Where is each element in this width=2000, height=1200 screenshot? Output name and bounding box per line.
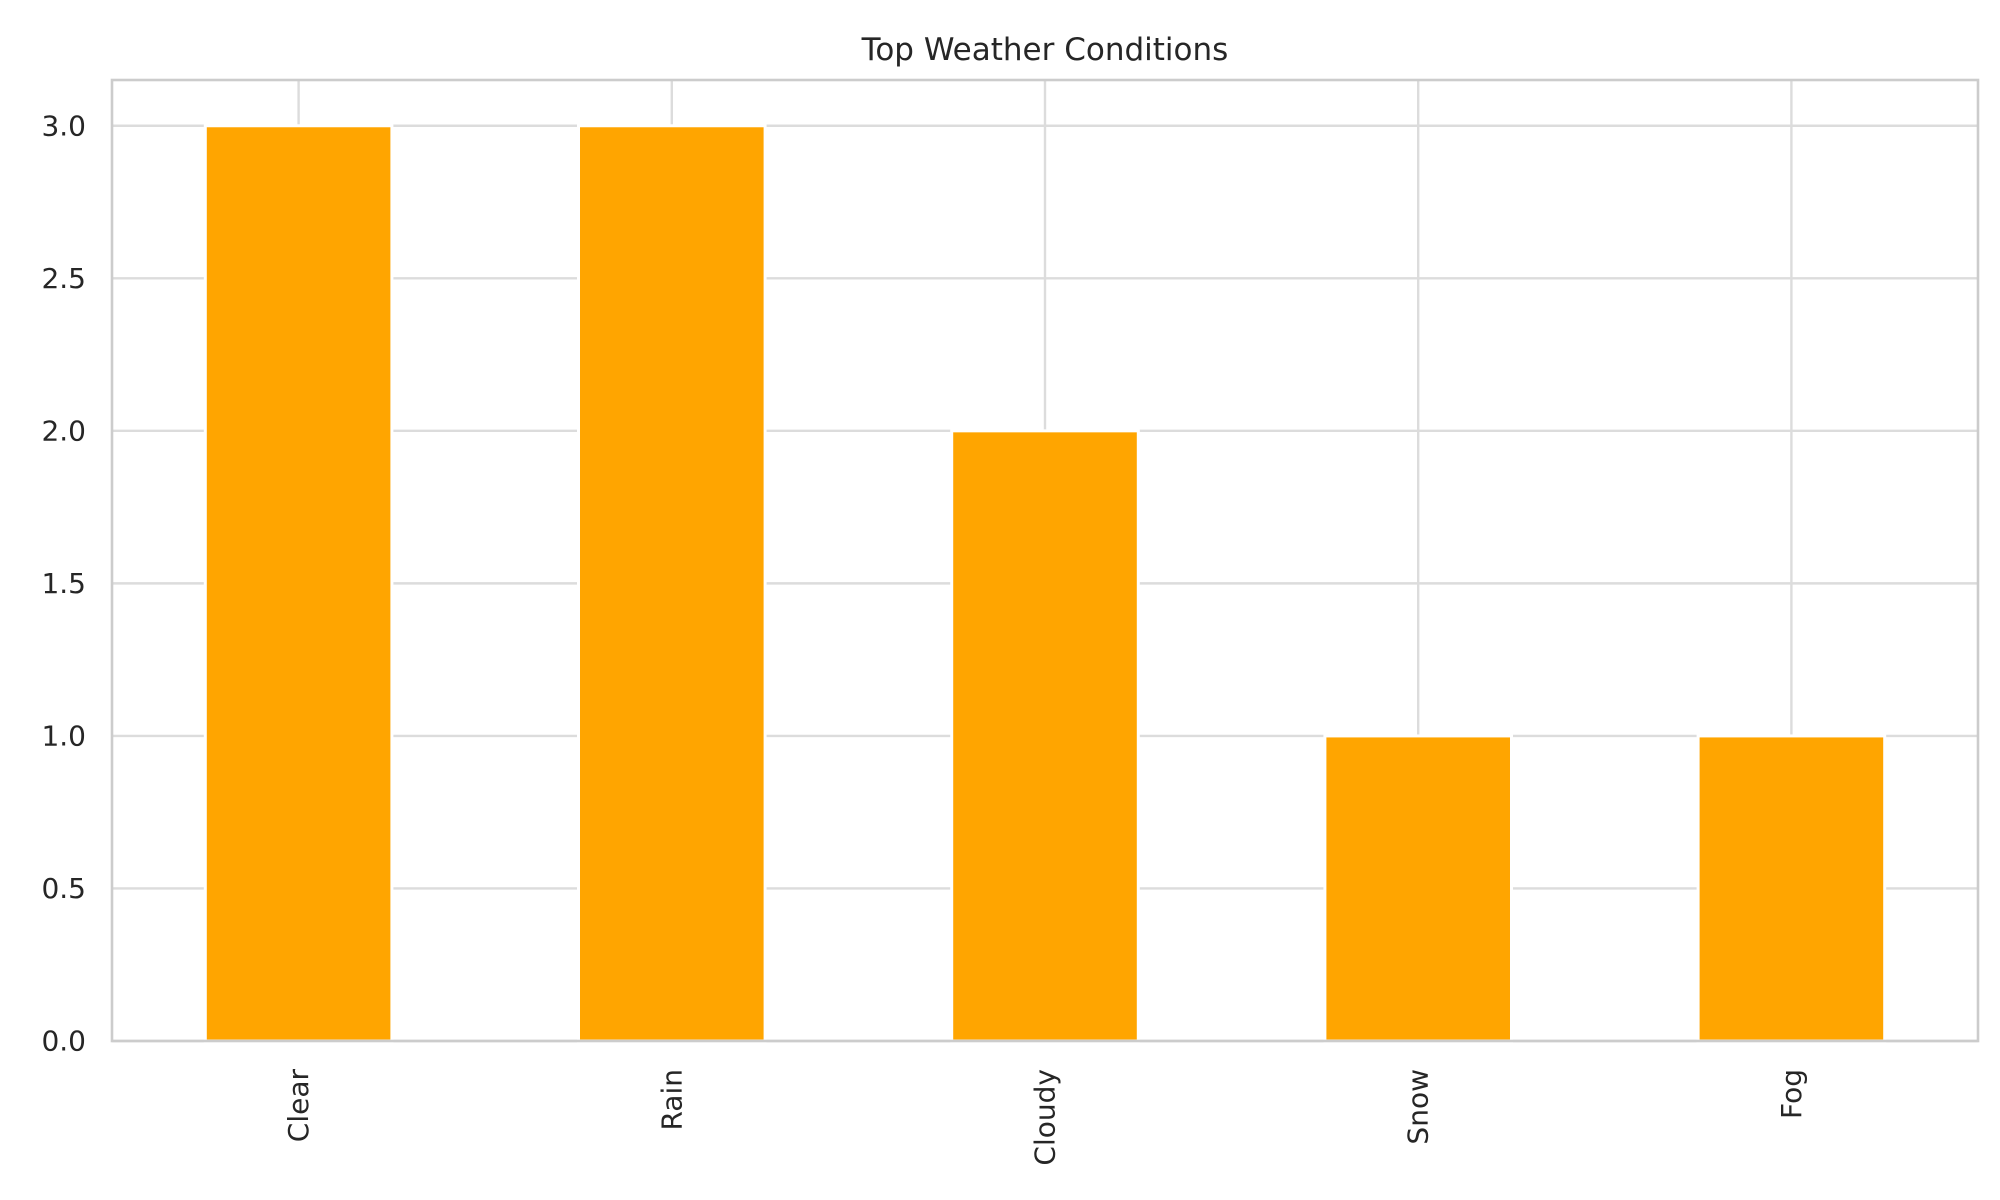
y-tick-label: 0.0	[41, 1025, 86, 1058]
y-tick-label: 2.0	[41, 414, 86, 447]
y-axis-ticks: 0.0 0.5 1.0 1.5 2.0 2.5 3.0	[41, 109, 86, 1057]
y-tick-label: 2.5	[41, 262, 86, 295]
y-tick-label: 3.0	[41, 109, 86, 142]
bar-rain	[577, 124, 767, 1043]
bar-fog	[1696, 734, 1887, 1043]
x-axis-ticks: Clear Rain Cloudy Snow Fog	[282, 1069, 1808, 1166]
y-tick-label: 0.5	[41, 872, 86, 905]
x-tick-label: Cloudy	[1029, 1069, 1062, 1166]
x-tick-label: Clear	[282, 1069, 315, 1143]
x-tick-label: Fog	[1775, 1069, 1808, 1119]
bar-clear	[203, 124, 394, 1043]
x-tick-label: Rain	[655, 1069, 688, 1131]
bars-layer	[203, 124, 1887, 1043]
x-tick-label: Snow	[1402, 1069, 1435, 1145]
y-tick-label: 1.0	[41, 719, 86, 752]
chart-title: Top Weather Conditions	[861, 32, 1229, 68]
bar-cloudy	[950, 429, 1140, 1043]
axes-frame	[110, 78, 1980, 1043]
bar-snow	[1323, 734, 1514, 1043]
y-tick-label: 1.5	[41, 567, 86, 600]
